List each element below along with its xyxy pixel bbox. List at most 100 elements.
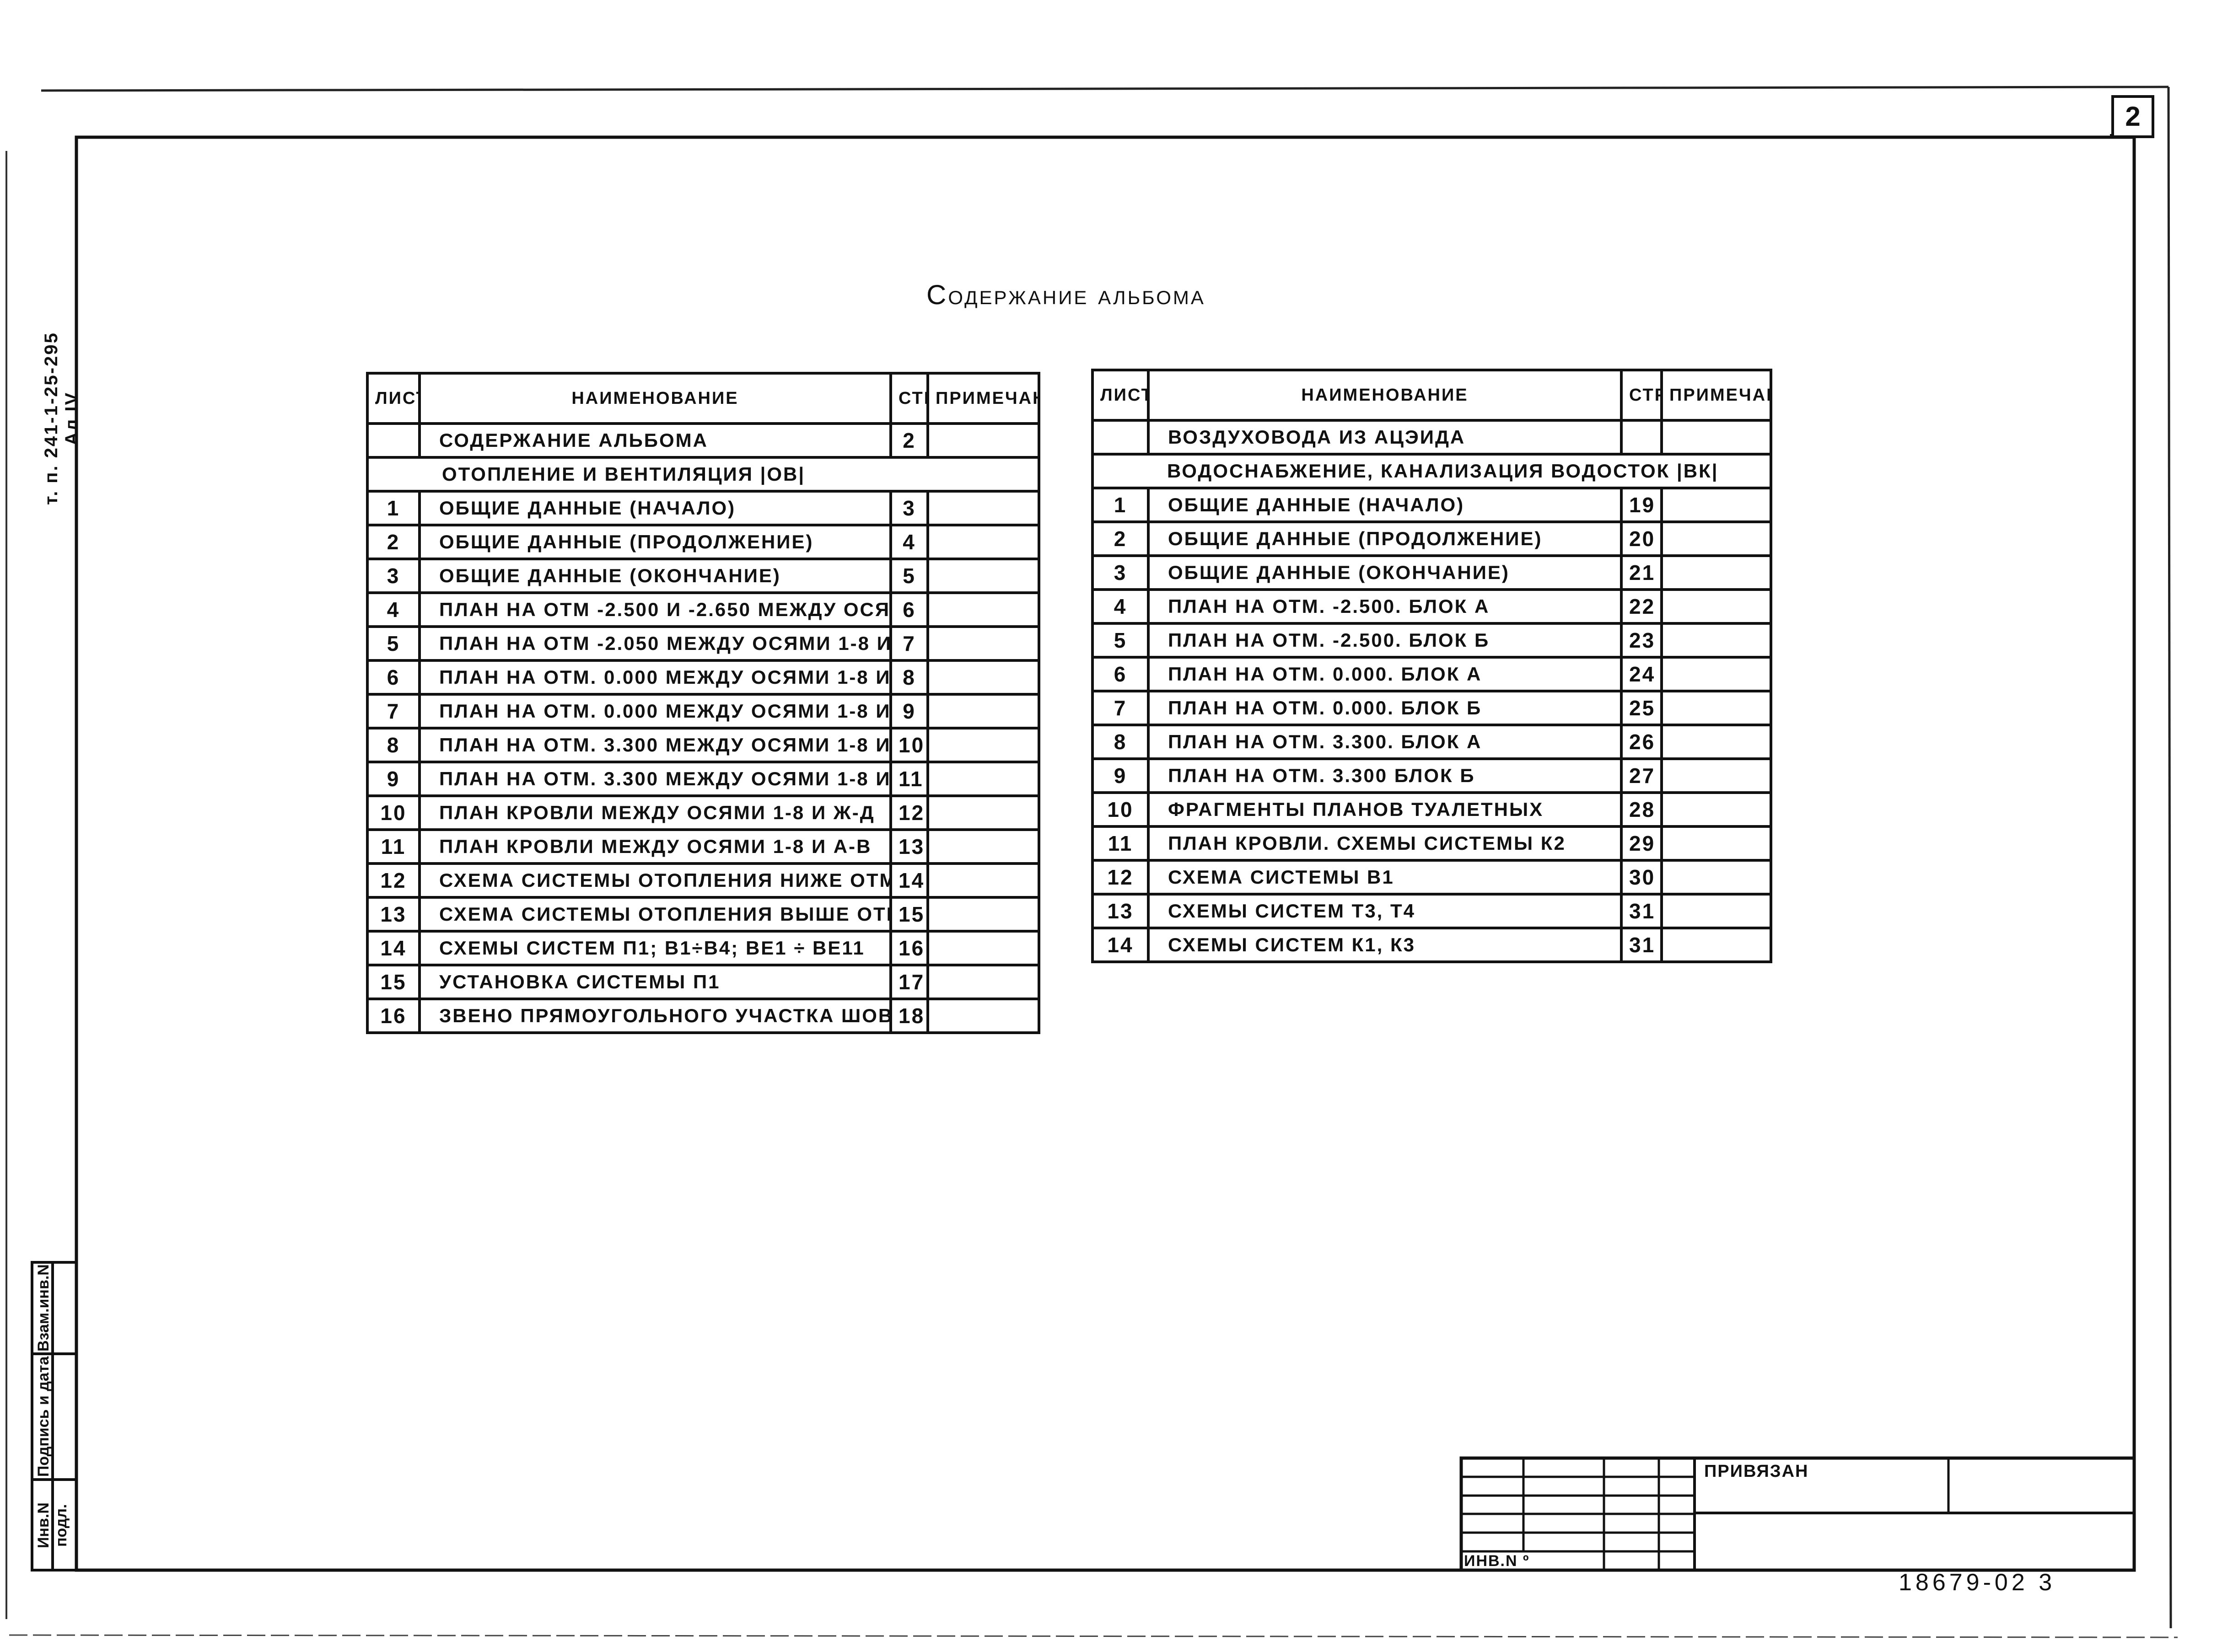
page-cell: 17: [889, 964, 929, 1000]
section-title: Водоснабжение, канализация водосток |ВК|: [1091, 453, 1772, 489]
page-cell: [1620, 419, 1663, 456]
note-cell: [1660, 893, 1772, 929]
page-cell: 11: [889, 761, 929, 797]
sheet-cell: 9: [1091, 757, 1150, 794]
name-cell: План на отм. 0.000 между осями 1-8 и Ж-Д: [418, 659, 892, 696]
table-row: 13Схема системы отопления выше отм. 0.00…: [366, 896, 1040, 933]
toc-table-right: ЛистНаименованиеСтр.Примечаниевоздуховод…: [1091, 369, 1772, 963]
name-cell: План на отм. -2.500. Блок Б: [1147, 622, 1623, 659]
note-cell: [1660, 554, 1772, 591]
note-cell: [1660, 825, 1772, 862]
name-cell: Общие данные (начало): [418, 490, 892, 526]
name-cell: Схемы систем П1; В1÷В4; ВЕ1 ÷ ВЕ11: [418, 930, 892, 966]
sheet-cell: 16: [366, 998, 421, 1034]
page-cell: 22: [1620, 588, 1663, 625]
page-cell: 5: [889, 558, 929, 594]
sheet-cell: [1091, 419, 1150, 456]
page-cell: 2: [889, 422, 929, 459]
name-cell: План кровли между осями 1-8 и Ж-Д: [418, 794, 892, 831]
page-cell: 4: [889, 524, 929, 560]
table-row: 4 План на отм. -2.500. Блок А 22: [1091, 588, 1772, 625]
table-row: воздуховода из ацэида: [1091, 419, 1772, 456]
header-row: ЛистНаименованиеСтр.Примечание: [366, 372, 1040, 425]
page-cell: 16: [889, 930, 929, 966]
header-name: Наименование: [1147, 369, 1623, 422]
page-cell: 19: [1620, 487, 1663, 523]
note-cell: [926, 591, 1040, 628]
name-cell: План на отм. 3.300 между осями 1-8 и А-В: [418, 761, 892, 797]
sheet-cell: 10: [366, 794, 421, 831]
header-sheet: Лист: [366, 372, 421, 425]
name-cell: План на отм. -2.500. Блок А: [1147, 588, 1623, 625]
note-cell: [926, 794, 1040, 831]
table-row: 11 План кровли. Схемы системы К2 29: [1091, 825, 1772, 862]
strip-replace-inv: Взам.инв.N: [35, 1264, 52, 1352]
page-number: 2: [2111, 95, 2154, 138]
sheet-cell: 6: [1091, 656, 1150, 692]
table-row: 12Схема системы отопления ниже отм. 0.00…: [366, 862, 1040, 899]
note-cell: [1660, 927, 1772, 963]
section-row: Водоснабжение, канализация водосток |ВК|: [1091, 453, 1772, 489]
header-row: ЛистНаименованиеСтр.Примечание: [1091, 369, 1772, 422]
note-cell: [926, 625, 1040, 662]
page-cell: 27: [1620, 757, 1663, 794]
name-cell: Схема системы отопления ниже отм. 0.000: [418, 862, 892, 899]
page-cell: 31: [1620, 893, 1663, 929]
name-cell: Схемы систем Т3, Т4: [1147, 893, 1623, 929]
name-cell: План на отм. 3.300 между осями 1-8 и Ж-Д: [418, 727, 892, 763]
sheet-cell: 14: [1091, 927, 1150, 963]
page-cell: 8: [889, 659, 929, 696]
side-stamp-code: т. п. 241-1-25-295: [41, 332, 61, 505]
sheet-cell: 5: [366, 625, 421, 662]
sheet-cell: 12: [366, 862, 421, 899]
sheet-cell: 7: [1091, 690, 1150, 726]
note-cell: [1660, 690, 1772, 726]
note-cell: [926, 930, 1040, 966]
table-row: 3 Общие данные (окончание) 21: [1091, 554, 1772, 591]
page-cell: 18: [889, 998, 929, 1034]
table-row: 10 План кровли между осями 1-8 и Ж-Д 12: [366, 794, 1040, 831]
side-stamp-album: Ал.IV: [62, 391, 82, 446]
note-cell: [1660, 859, 1772, 896]
section-title: Отопление и вентиляция |ОВ|: [366, 456, 1040, 493]
name-cell: План на отм. 0.000. Блок Б: [1147, 690, 1623, 726]
sheet-cell: 3: [366, 558, 421, 594]
name-cell: Общие данные (продолжение): [1147, 520, 1623, 557]
table-row: 2 Общие данные (продолжение) 20: [1091, 520, 1772, 557]
note-cell: [1660, 757, 1772, 794]
sheet-cell: 2: [366, 524, 421, 560]
note-cell: [926, 524, 1040, 560]
page-cell: 30: [1620, 859, 1663, 896]
sheet-cell: 12: [1091, 859, 1150, 896]
page-cell: 13: [889, 828, 929, 865]
sheet-cell: 11: [1091, 825, 1150, 862]
note-cell: [926, 659, 1040, 696]
table-row: 7 План на отм. 0.000. Блок Б 25: [1091, 690, 1772, 726]
note-cell: [1660, 487, 1772, 523]
page-cell: 25: [1620, 690, 1663, 726]
name-cell: Общие данные (окончание): [1147, 554, 1623, 591]
note-cell: [926, 896, 1040, 933]
name-cell: План на отм. 3.300 Блок Б: [1147, 757, 1623, 794]
name-cell: План на отм -2.500 и -2.650 между осями …: [418, 591, 892, 628]
table-row: 8 План на отм. 3.300. Блок А 26: [1091, 724, 1772, 760]
page-cell: 9: [889, 693, 929, 729]
document-number: 18679-02 3: [1899, 1569, 2056, 1596]
name-cell: План на отм. 0.000 между осями 1-8 и А-В: [418, 693, 892, 729]
note-cell: [926, 558, 1040, 594]
title-block-inv-no: Инв.N º: [1464, 1552, 1530, 1570]
note-cell: [926, 693, 1040, 729]
header-note: Примечание: [926, 372, 1040, 425]
table-row: 3 Общие данные (окончание) 5: [366, 558, 1040, 594]
table-row: Содержание альбома 2: [366, 422, 1040, 459]
name-cell: Схема системы В1: [1147, 859, 1623, 896]
sheet-cell: 4: [366, 591, 421, 628]
sheet-cell: [366, 422, 421, 459]
sheet-cell: 4: [1091, 588, 1150, 625]
page-cell: 28: [1620, 791, 1663, 828]
sheet-cell: 6: [366, 659, 421, 696]
toc-table-left: ЛистНаименованиеСтр.ПримечаниеСодержание…: [366, 372, 1040, 1034]
table-row: 6 План на отм. 0.000 между осями 1-8 и Ж-…: [366, 659, 1040, 696]
table-row: 6 План на отм. 0.000. Блок А 24: [1091, 656, 1772, 692]
